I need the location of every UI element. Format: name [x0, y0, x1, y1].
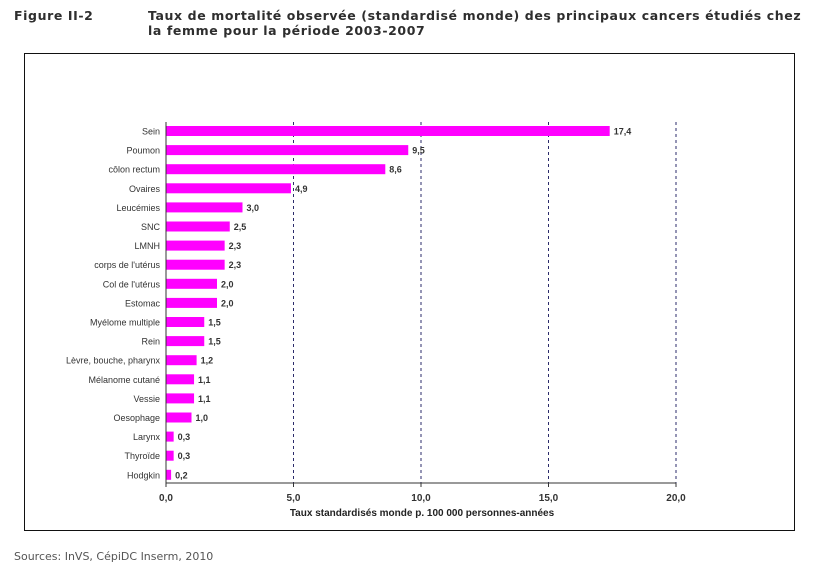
category-label: Vessie — [133, 394, 160, 404]
value-labels: 17,49,58,64,93,02,52,32,32,02,01,51,51,2… — [175, 127, 631, 481]
bar — [166, 278, 217, 289]
bar — [166, 317, 205, 327]
bar — [166, 221, 230, 232]
x-tick-label: 15,0 — [539, 493, 559, 504]
category-label: Oesophage — [113, 413, 160, 423]
value-label: 17,4 — [614, 127, 632, 137]
category-label: Estomac — [125, 298, 161, 308]
value-label: 1,5 — [208, 337, 221, 347]
category-label: Mélanome cutané — [88, 375, 160, 385]
category-label: Leucémies — [116, 203, 160, 213]
x-axis-title: Taux standardisés monde p. 100 000 perso… — [290, 508, 555, 519]
value-label: 2,5 — [234, 222, 247, 232]
bar — [166, 412, 192, 423]
value-label: 9,5 — [412, 146, 425, 156]
value-label: 3,0 — [247, 203, 260, 213]
bar — [166, 164, 386, 175]
value-label: 1,1 — [198, 394, 211, 404]
x-axis: 0,0 5,0 10,0 15,0 20,0 — [159, 122, 686, 504]
value-label: 0,2 — [175, 470, 188, 480]
value-label: 1,5 — [208, 318, 221, 328]
bar — [166, 374, 195, 385]
x-tick-label: 10,0 — [411, 493, 431, 504]
value-label: 4,9 — [295, 184, 308, 194]
chart-frame: Sein Poumon côlon rectum Ovaires Leucémies SN… — [24, 53, 795, 531]
category-label: côlon rectum — [108, 165, 160, 175]
value-label: 2,0 — [221, 298, 234, 308]
category-label: SNC — [141, 222, 161, 232]
category-labels: Sein Poumon côlon rectum Ovaires Leucémies SN… — [66, 127, 161, 481]
category-label: Larynx — [133, 432, 161, 442]
bar — [166, 145, 409, 156]
category-label: Lèvre, bouche, pharynx — [66, 356, 161, 366]
sources-note: Sources: InVS, CépiDC Inserm, 2010 — [14, 550, 214, 563]
bar — [166, 393, 195, 404]
figure-label: Figure II-2 — [14, 8, 94, 23]
category-label: Rein — [141, 337, 160, 347]
bar — [166, 183, 291, 194]
grid-lines — [293, 122, 677, 483]
bar — [166, 336, 205, 347]
bar — [166, 469, 172, 480]
category-label: Myélome multiple — [90, 318, 160, 328]
bar — [166, 259, 225, 270]
bar — [166, 126, 610, 136]
bar — [166, 355, 197, 366]
figure-title: Taux de mortalité observée (standardisé … — [148, 8, 802, 38]
value-label: 0,3 — [178, 432, 191, 442]
bars — [166, 126, 610, 480]
category-label: Thyroïde — [124, 451, 160, 461]
value-label: 1,2 — [201, 356, 214, 366]
value-label: 2,3 — [229, 241, 242, 251]
bar — [166, 240, 225, 251]
category-label: Ovaires — [129, 184, 161, 194]
x-tick-label: 0,0 — [159, 493, 173, 504]
category-label: Poumon — [126, 146, 160, 156]
category-label: Col de l'utérus — [103, 279, 161, 289]
value-label: 8,6 — [389, 165, 402, 175]
bar — [166, 202, 243, 213]
x-tick-label: 20,0 — [666, 493, 686, 504]
category-label: corps de l'utérus — [94, 260, 160, 270]
value-label: 1,1 — [198, 375, 211, 385]
value-label: 2,3 — [229, 260, 242, 270]
bar — [166, 450, 174, 461]
category-label: LMNH — [134, 241, 160, 251]
value-label: 0,3 — [178, 451, 191, 461]
category-label: Hodgkin — [127, 470, 160, 480]
bar-chart: Sein Poumon côlon rectum Ovaires Leucémies SN… — [66, 122, 686, 519]
value-label: 1,0 — [196, 413, 209, 423]
value-label: 2,0 — [221, 279, 234, 289]
bar — [166, 297, 217, 308]
bar — [166, 431, 174, 442]
x-tick-label: 5,0 — [287, 493, 301, 504]
category-label: Sein — [142, 127, 160, 137]
